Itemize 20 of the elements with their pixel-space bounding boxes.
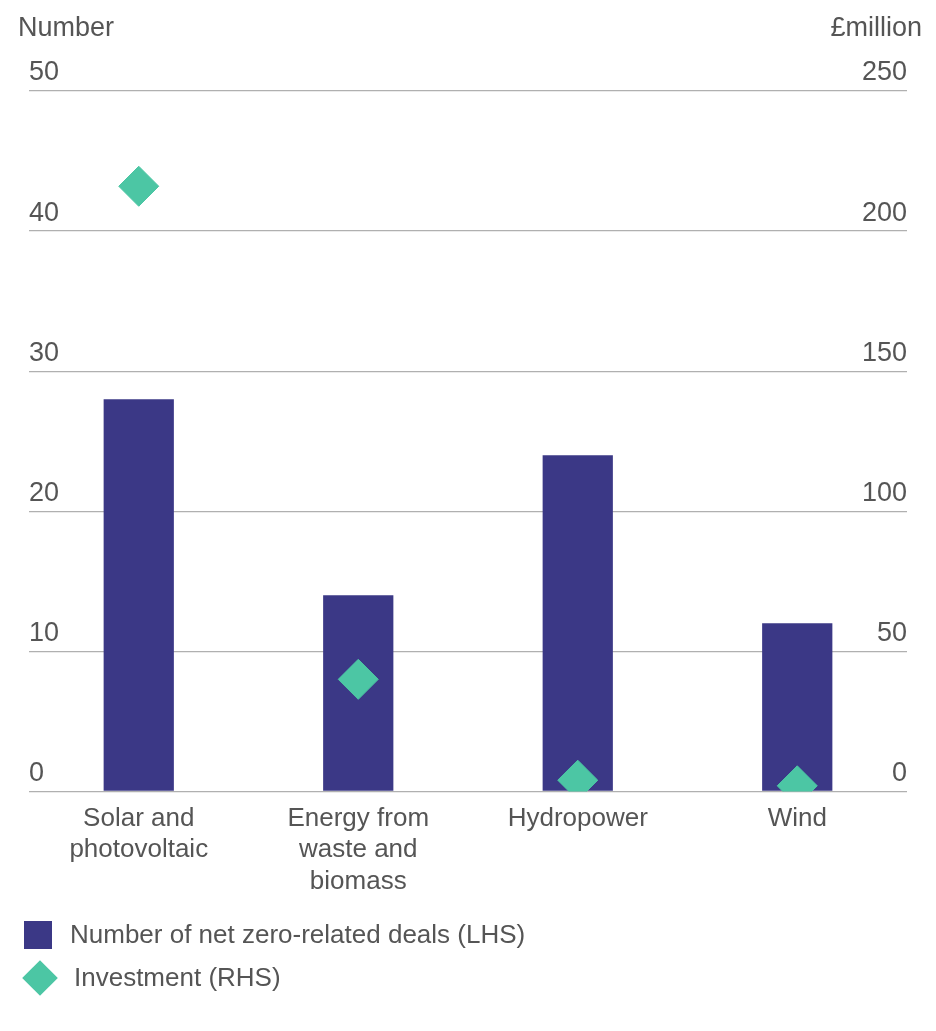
x-tick-label: Solar and photovoltaic (69, 802, 209, 864)
y2-tick-label: 0 (891, 756, 907, 787)
legend-label: Number of net zero-related deals (LHS) (70, 919, 526, 950)
x-tick-label: Wind (767, 802, 827, 833)
y2-tick-label: 50 (876, 616, 907, 647)
y2-tick-label: 200 (861, 196, 907, 227)
y-tick-label: 50 (29, 56, 60, 87)
y-tick-label: 10 (29, 616, 60, 647)
y2-axis-title: £million (830, 12, 922, 43)
y-axis-title: Number (18, 12, 115, 43)
y2-tick-label: 100 (861, 476, 907, 507)
legend-label: Investment (RHS) (74, 962, 281, 993)
y2-tick-label: 250 (861, 56, 907, 87)
x-tick-label: Energy from waste and biomass (287, 802, 430, 895)
y-tick-label: 0 (29, 756, 45, 787)
x-tick-label: Hydropower (507, 802, 649, 833)
y-tick-label: 30 (29, 336, 60, 367)
y2-tick-label: 150 (861, 336, 907, 367)
y-tick-label: 40 (29, 196, 60, 227)
y-tick-label: 20 (29, 476, 60, 507)
